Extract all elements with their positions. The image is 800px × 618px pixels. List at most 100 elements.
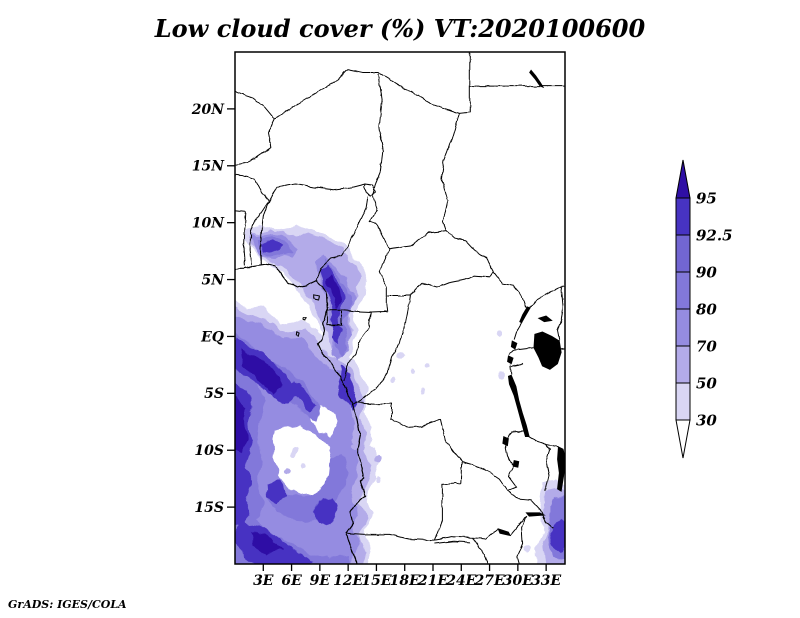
cloud-speck [409,369,416,376]
cloud-region-benin-core [260,240,284,253]
country-border [544,444,551,492]
country-border [516,516,527,564]
x-axis-tick-label: 18E [390,573,420,589]
y-axis-tick-label: 10S [194,443,224,459]
cloud-region-core95-left [235,393,248,455]
x-axis-tick-label: 6E [281,573,302,589]
cloud-speck [523,545,532,554]
chart-title: Low cloud cover (%) VT:2020100600 [154,14,646,43]
country-border [434,461,463,541]
colorbar-segment [675,234,691,273]
x-axis-tick-label: 27E [473,573,504,589]
country-border [511,363,524,368]
cloud-region-cameroon-core [320,264,345,347]
lake [557,446,565,492]
country-border [249,200,270,266]
lake [507,374,530,437]
country-border [462,430,525,491]
cloud-speck [374,455,383,464]
cloud-shading-layer [235,223,565,564]
colorbar-segment [675,308,691,347]
country-border [509,364,512,375]
colorbar-tick-label: 95 [696,190,717,208]
lakes [497,69,565,537]
lake-outline [295,331,300,338]
country-border [242,211,246,266]
lake-outline [313,293,320,301]
country-border [556,286,564,342]
cloud-region-diag-core [287,379,317,413]
lake [510,340,518,350]
cloud-speck [301,463,308,470]
country-border [509,515,527,536]
cloud-speck [427,361,432,366]
lake [533,331,562,370]
country-border [259,200,270,265]
country-border [346,532,435,541]
x-axis-tick-label: 9E [310,573,331,589]
x-axis-tick-label: 24E [445,573,476,589]
country-border [528,436,547,445]
colorbar-tick-label: 92.5 [696,227,733,245]
country-border [378,248,391,312]
country-border [315,196,369,281]
colorbar-tick-label: 90 [696,264,717,282]
colorbar-segment [675,382,691,421]
cloud-speck [284,467,291,474]
country-border [235,174,270,202]
y-axis-tick-label: 5N [201,272,225,288]
country-border [529,285,565,309]
lake [497,528,512,537]
country-border [561,347,565,350]
y-axis-tick-label: 5S [204,386,224,402]
lake [529,69,545,89]
country-border [268,183,366,202]
country-border [459,86,471,114]
y-axis-tick-label: 15N [192,159,225,175]
colorbar-segment [675,271,691,310]
x-axis-tick-label: 3E [253,573,274,589]
lake [507,355,514,365]
country-border [440,113,460,231]
country-border [514,347,534,351]
lake-outline [363,183,377,198]
country-border [378,72,460,114]
country-border [375,223,447,250]
country-border [343,311,372,381]
colorbar-tick-label: 70 [696,338,717,356]
country-border [274,68,348,120]
country-border [355,401,463,462]
cloud-region-hole-main [271,425,335,496]
colorbar-legend: 95 92.5 90 80 70 50 30 [675,159,733,459]
country-border [540,510,555,530]
cloud-speck [496,371,505,380]
lake [537,315,553,323]
country-border [507,489,541,511]
country-border [369,183,378,225]
cloud-region-core95-cameroon [327,272,341,312]
colorbar-arrow-top [675,159,691,199]
x-axis-tick-label: 30E [503,573,533,589]
y-axis-tick-label: 20N [191,102,225,118]
country-border [546,444,559,448]
cloud-speck [350,444,357,451]
x-axis-tick-label: 12E [333,573,363,589]
cloud-speck [290,448,299,457]
map-frame [234,51,566,565]
country-border [375,72,384,185]
coastline [235,263,366,564]
country-border [347,68,379,73]
country-borders [235,52,565,564]
cloud-region-core95-west [240,347,284,393]
country-border [434,540,471,544]
country-border [235,118,276,165]
country-border [352,295,411,406]
cloud-region-gabon-core [340,366,356,410]
country-border [445,230,494,272]
y-axis-tick-label: 10N [192,216,225,232]
lake [525,512,546,517]
cloud-speck [396,350,405,359]
cloud-speck [496,328,502,335]
country-border [387,271,494,296]
